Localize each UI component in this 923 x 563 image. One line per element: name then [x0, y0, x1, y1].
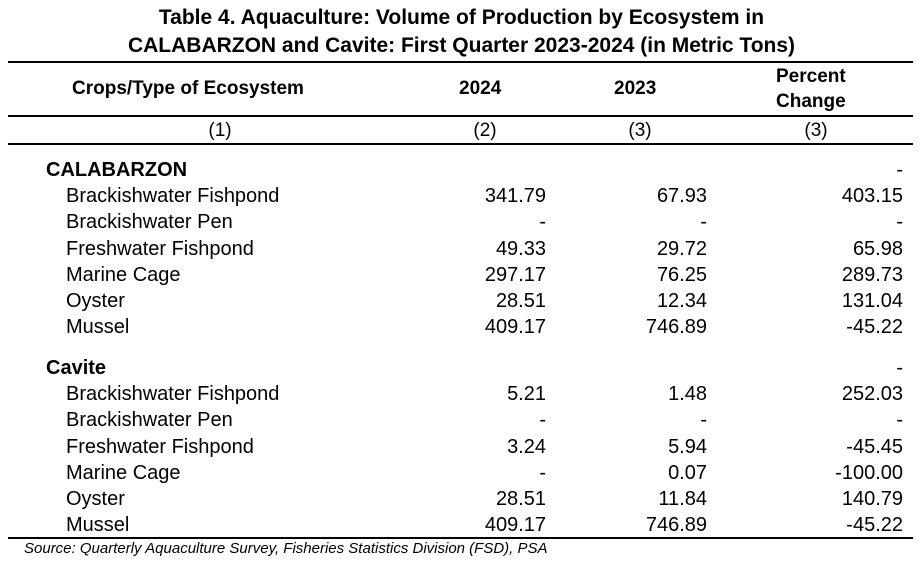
row-label: Oyster [66, 488, 125, 510]
top-rule [8, 61, 913, 63]
table-row: Oyster 28.51 11.84 140.79 [0, 486, 923, 512]
cell-pct: 65.98 [852, 237, 903, 260]
cell-y2024: 297.17 [484, 263, 546, 286]
cell-y2024: 28.51 [495, 290, 546, 312]
table-row: Freshwater Fishpond 3.24 5.94 -45.45 [0, 434, 923, 460]
row-label: Freshwater Fishpond [66, 435, 254, 458]
row-label: Brackishwater Pen [66, 211, 233, 234]
row-label: Brackishwater Fishpond [66, 383, 280, 406]
table-row: Mussel 409.17 746.89 -45.22 [0, 314, 923, 340]
cell-y2023: 0.07 [668, 461, 707, 484]
row-label: Marine Cage [66, 263, 181, 286]
cell-y2023: - [700, 211, 707, 234]
cell-pct: 403.15 [841, 185, 903, 208]
cell-y2024: - [539, 461, 546, 484]
table-title-line-2: CALABARZON and Cavite: First Quarter 202… [127, 34, 796, 57]
row-label: Brackishwater Fishpond [66, 185, 280, 208]
source-note: Source: Quarterly Aquaculture Survey, Fi… [24, 540, 548, 557]
cell-y2023: - [700, 409, 707, 432]
cell-y2024: 341.79 [484, 185, 546, 208]
cell-pct: -45.45 [846, 435, 903, 458]
cell-y2023: 746.89 [645, 514, 707, 537]
group-label: CALABARZON [46, 159, 188, 181]
cell-pct: -45.22 [846, 316, 903, 339]
header-percent: Percent [776, 66, 846, 87]
cell-y2023: 5.94 [668, 435, 707, 458]
cell-y2023: 12.34 [656, 290, 707, 312]
cell-pct: 140.79 [841, 488, 903, 510]
cell-y2024: 3.24 [507, 435, 546, 458]
column-number-1: (1) [208, 120, 232, 141]
table-row: Marine Cage - 0.07 -100.00 [0, 460, 923, 486]
row-label: Marine Cage [66, 461, 181, 484]
table-row: Brackishwater Pen - - - [0, 209, 923, 235]
cell-y2024: 28.51 [495, 488, 546, 510]
cell-y2023: 76.25 [656, 263, 707, 286]
cell-y2024: 5.21 [507, 383, 546, 406]
cell-pct: 289.73 [841, 263, 903, 286]
header-2024: 2024 [459, 78, 502, 99]
cell-y2023: 29.72 [656, 237, 707, 260]
table-row: Oyster 28.51 12.34 131.04 [0, 288, 923, 314]
table-row: Mussel 409.17 746.89 -45.22 [0, 512, 923, 538]
table-row: Freshwater Fishpond 49.33 29.72 65.98 [0, 236, 923, 262]
table-row: Brackishwater Fishpond 341.79 67.93 403.15 [0, 183, 923, 209]
cell-y2023: 1.48 [668, 383, 707, 406]
cell-pct: - [896, 409, 903, 432]
header-crops-type: Crops/Type of Ecosystem [72, 78, 304, 99]
cell-pct: - [896, 211, 903, 234]
column-number-3: (3) [628, 120, 652, 141]
cell-y2024: - [539, 409, 546, 432]
cell-y2023: 67.93 [656, 185, 707, 208]
group-percent-change: - [896, 357, 903, 379]
bottom-rule [8, 537, 913, 539]
row-label: Oyster [66, 290, 125, 312]
column-number-rule [8, 143, 913, 145]
row-label: Mussel [66, 514, 130, 537]
table-row: Brackishwater Fishpond 5.21 1.48 252.03 [0, 381, 923, 407]
cell-pct: -45.22 [846, 514, 903, 537]
cell-y2024: 49.33 [495, 237, 546, 260]
column-number-4: (3) [804, 120, 828, 141]
cell-y2024: 409.17 [484, 514, 546, 537]
cell-y2023: 11.84 [658, 488, 707, 510]
table-title-line-1: Table 4. Aquaculture: Volume of Producti… [158, 6, 765, 29]
row-label: Brackishwater Pen [66, 409, 233, 432]
group-label: Cavite [46, 357, 107, 379]
cell-y2024: 409.17 [484, 316, 546, 339]
cell-y2024: - [539, 211, 546, 234]
group-percent-change: - [896, 159, 903, 181]
cell-pct: 252.03 [841, 383, 903, 406]
table-row: Brackishwater Pen - - - [0, 407, 923, 433]
cell-y2023: 746.89 [645, 316, 707, 339]
header-change: Change [776, 91, 846, 112]
row-label: Freshwater Fishpond [66, 237, 254, 260]
cell-pct: -100.00 [835, 461, 903, 484]
cell-pct: 131.04 [841, 290, 903, 312]
row-label: Mussel [66, 316, 130, 339]
table-row: Marine Cage 297.17 76.25 289.73 [0, 262, 923, 288]
header-rule [8, 115, 913, 117]
header-2023: 2023 [614, 78, 657, 99]
column-number-2: (2) [473, 120, 497, 141]
